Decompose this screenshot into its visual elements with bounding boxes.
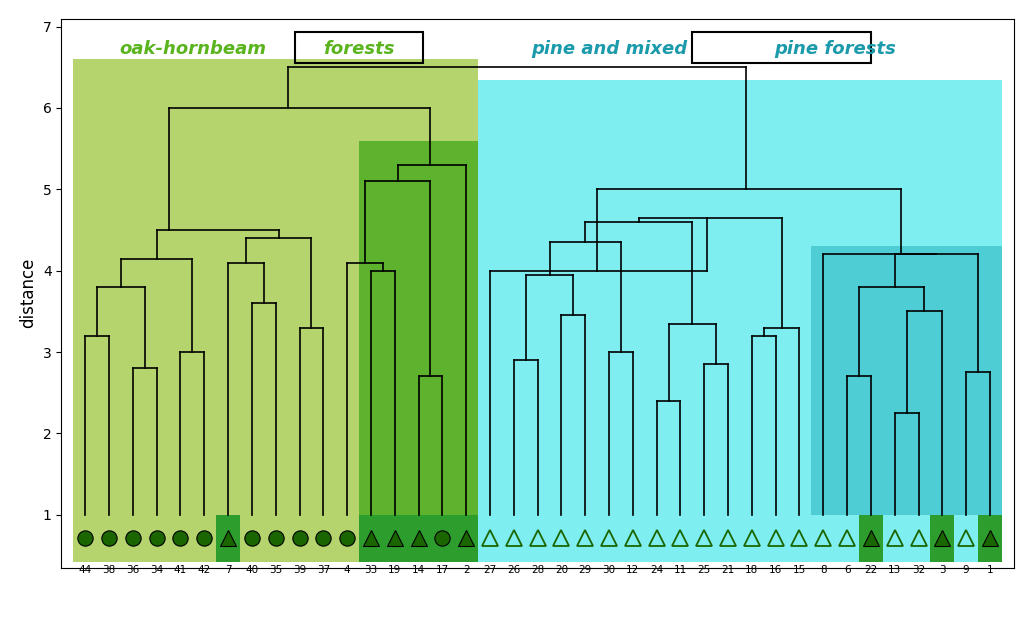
Bar: [74, 59, 478, 515]
Bar: [144, 515, 169, 562]
Bar: [216, 515, 240, 562]
Text: 44: 44: [79, 565, 92, 575]
Bar: [383, 515, 407, 562]
Text: 22: 22: [864, 565, 878, 575]
Text: oak-hornbeam: oak-hornbeam: [119, 41, 266, 59]
Text: 9: 9: [963, 565, 970, 575]
Bar: [906, 515, 931, 562]
Bar: [716, 515, 740, 562]
Text: 4: 4: [344, 565, 350, 575]
Text: 13: 13: [888, 565, 901, 575]
Text: pine and mixed: pine and mixed: [531, 41, 687, 59]
Text: 14: 14: [412, 565, 425, 575]
Bar: [573, 515, 597, 562]
Bar: [859, 515, 883, 562]
Text: 19: 19: [388, 565, 401, 575]
Text: 39: 39: [293, 565, 306, 575]
Bar: [787, 515, 811, 562]
Y-axis label: distance: distance: [19, 258, 37, 328]
Text: 36: 36: [126, 565, 139, 575]
Bar: [740, 515, 764, 562]
Bar: [931, 515, 954, 562]
Bar: [621, 515, 645, 562]
Bar: [669, 515, 692, 562]
Bar: [597, 515, 621, 562]
Bar: [288, 515, 311, 562]
Text: 17: 17: [436, 565, 449, 575]
Bar: [954, 515, 978, 562]
Text: forests: forests: [324, 41, 395, 59]
Text: 8: 8: [820, 565, 826, 575]
Bar: [240, 515, 264, 562]
Text: 34: 34: [151, 565, 163, 575]
Text: 12: 12: [627, 565, 639, 575]
Bar: [478, 80, 1001, 515]
Bar: [978, 515, 1001, 562]
Text: 1: 1: [987, 565, 993, 575]
Text: 27: 27: [483, 565, 497, 575]
Bar: [645, 515, 669, 562]
Text: 21: 21: [722, 565, 734, 575]
Text: 32: 32: [912, 565, 925, 575]
Text: 35: 35: [269, 565, 283, 575]
Bar: [74, 515, 97, 562]
Bar: [525, 515, 550, 562]
Text: 11: 11: [674, 565, 687, 575]
Text: 38: 38: [102, 565, 116, 575]
Bar: [502, 515, 525, 562]
Bar: [97, 515, 121, 562]
Bar: [811, 246, 1001, 515]
Bar: [478, 515, 502, 562]
Bar: [407, 515, 430, 562]
Bar: [550, 515, 573, 562]
Text: 7: 7: [225, 565, 231, 575]
Bar: [430, 515, 455, 562]
Text: 41: 41: [174, 565, 187, 575]
Bar: [359, 141, 478, 515]
Bar: [121, 515, 144, 562]
Text: 33: 33: [365, 565, 378, 575]
Bar: [836, 515, 859, 562]
Text: 28: 28: [531, 565, 544, 575]
Bar: [359, 515, 383, 562]
Text: 24: 24: [650, 565, 664, 575]
Text: 37: 37: [316, 565, 330, 575]
Text: pine forests: pine forests: [774, 41, 896, 59]
Bar: [692, 515, 716, 562]
Text: 29: 29: [579, 565, 592, 575]
Bar: [764, 515, 787, 562]
Text: 6: 6: [844, 565, 850, 575]
Bar: [335, 515, 359, 562]
Text: 2: 2: [463, 565, 469, 575]
Bar: [264, 515, 288, 562]
Bar: [455, 515, 478, 562]
Text: 20: 20: [555, 565, 568, 575]
Text: 30: 30: [602, 565, 615, 575]
Text: 26: 26: [507, 565, 520, 575]
Text: 3: 3: [939, 565, 945, 575]
Text: 42: 42: [198, 565, 211, 575]
Bar: [169, 515, 193, 562]
Text: 40: 40: [246, 565, 258, 575]
Bar: [811, 515, 836, 562]
Text: 25: 25: [697, 565, 711, 575]
Text: 15: 15: [793, 565, 806, 575]
Text: 18: 18: [745, 565, 759, 575]
Text: 16: 16: [769, 565, 782, 575]
Bar: [193, 515, 216, 562]
Bar: [311, 515, 335, 562]
Bar: [883, 515, 906, 562]
